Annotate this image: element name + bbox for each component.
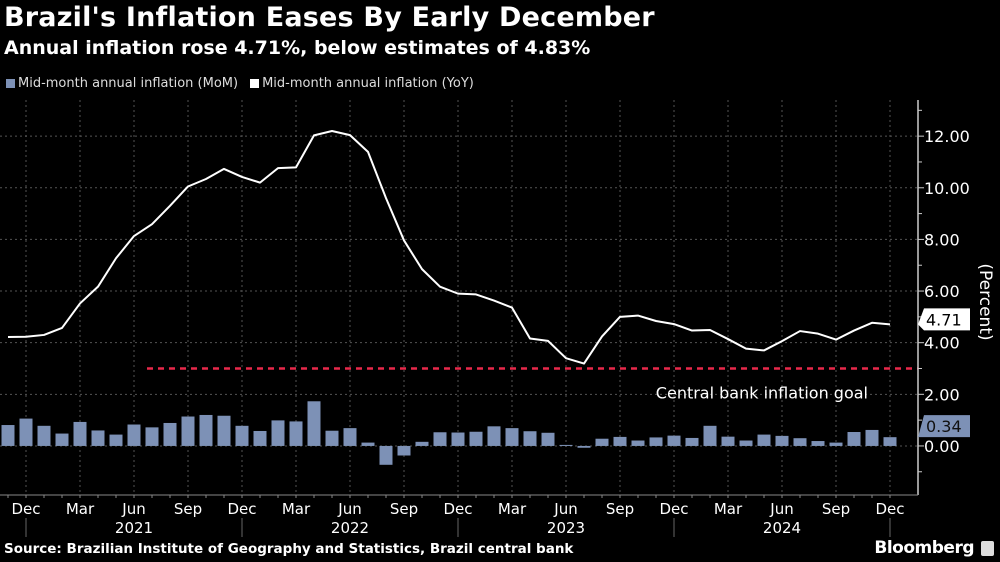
x-tick-label: Sep [606, 500, 634, 518]
bar-mom [37, 425, 51, 446]
legend-label-yoy: Mid-month annual inflation (YoY) [262, 76, 474, 91]
bloomberg-terminal-icon [981, 541, 994, 556]
x-tick-label: Dec [659, 500, 688, 518]
bar-mom [91, 430, 105, 446]
y-tick-label: 12.00 [924, 127, 970, 146]
bar-mom [505, 428, 519, 446]
bar-mom [667, 435, 681, 446]
x-tick-label: Jun [769, 500, 793, 518]
chart-title: Brazil's Inflation Eases By Early Decemb… [4, 2, 655, 33]
bar-mom [415, 441, 429, 446]
bar-mom [451, 432, 465, 446]
legend-item-mom: Mid-month annual inflation (MoM) [6, 76, 238, 91]
bar-mom [703, 425, 717, 446]
bar-mom [1, 425, 15, 446]
bar-mom [289, 421, 303, 446]
bloomberg-logo: Bloomberg [874, 538, 974, 558]
bar-mom [775, 435, 789, 446]
legend-swatch-yoy [250, 79, 260, 88]
bar-mom [433, 432, 447, 446]
x-tick-label: Dec [11, 500, 40, 518]
legend-item-yoy: Mid-month annual inflation (YoY) [250, 76, 474, 91]
y-tick-label: 4.00 [924, 334, 960, 353]
y-tick-label: 2.00 [924, 385, 960, 404]
line-yoy [7, 129, 891, 365]
x-tick-label: Mar [714, 500, 743, 518]
x-tick-label: Dec [443, 500, 472, 518]
bar-mom [109, 434, 123, 446]
y-tick-label: 0.00 [924, 437, 960, 456]
y-axis-label: (Percent) [975, 263, 995, 340]
bar-mom [847, 432, 861, 446]
bar-mom [235, 425, 249, 446]
x-tick-label: Mar [282, 500, 311, 518]
x-tick-label: Sep [822, 500, 850, 518]
x-tick-label: Sep [390, 500, 418, 518]
bar-mom [307, 401, 321, 446]
bar-mom [721, 436, 735, 446]
bar-mom [199, 414, 213, 446]
x-tick-label: Jun [337, 500, 361, 518]
bar-mom [865, 429, 879, 446]
x-tick-label: Mar [66, 500, 95, 518]
x-tick-label: Dec [875, 500, 904, 518]
bar-mom [325, 430, 339, 446]
bar-mom [631, 440, 645, 446]
inflation-goal-label: Central bank inflation goal [656, 383, 868, 402]
year-label: 2023 [547, 519, 585, 537]
bar-mom [163, 422, 177, 446]
chart-subtitle: Annual inflation rose 4.71%, below estim… [4, 37, 591, 59]
bar-mom [523, 431, 537, 446]
bar-mom [559, 444, 573, 446]
year-label: 2024 [763, 519, 801, 537]
bar-mom [253, 430, 267, 446]
last-value-tag-yoy: 4.71 [926, 310, 962, 329]
y-tick-label: 8.00 [924, 230, 960, 249]
bar-mom [685, 437, 699, 446]
bar-mom [577, 445, 591, 448]
bar-mom [595, 438, 609, 446]
y-tick-label: 6.00 [924, 282, 960, 301]
bar-mom [541, 432, 555, 446]
bar-mom [487, 426, 501, 446]
last-value-tag-mom: 0.34 [926, 417, 962, 436]
year-label: 2021 [115, 519, 153, 537]
bar-mom [55, 433, 69, 446]
bar-mom [217, 415, 231, 446]
bar-mom [757, 434, 771, 446]
bar-mom [181, 416, 195, 446]
bar-mom [73, 421, 87, 446]
bar-mom [19, 418, 33, 446]
x-tick-label: Mar [498, 500, 527, 518]
bar-mom [739, 440, 753, 446]
x-tick-label: Sep [174, 500, 202, 518]
bar-mom [793, 438, 807, 446]
last-value-tag-yoy-bg [918, 308, 970, 331]
bar-mom [613, 436, 627, 446]
bar-mom [469, 431, 483, 446]
bar-mom [649, 437, 663, 446]
bar-mom [883, 437, 897, 446]
legend: Mid-month annual inflation (MoM) Mid-mon… [6, 76, 474, 91]
x-tick-label: Dec [227, 500, 256, 518]
legend-swatch-mom [6, 79, 15, 88]
bar-mom [145, 427, 159, 446]
legend-label-mom: Mid-month annual inflation (MoM) [18, 76, 239, 91]
bar-mom [829, 442, 843, 446]
bar-mom [379, 445, 393, 465]
bar-mom [811, 441, 825, 446]
bar-mom [271, 420, 285, 446]
bar-mom [361, 442, 375, 446]
y-tick-label: 10.00 [924, 179, 970, 198]
bar-mom [127, 424, 141, 446]
bar-mom [397, 445, 411, 456]
source-note: Source: Brazilian Institute of Geography… [4, 541, 574, 557]
year-label: 2022 [331, 519, 369, 537]
last-value-tag-mom-bg [918, 415, 970, 438]
x-tick-label: Jun [121, 500, 145, 518]
bar-mom [343, 428, 357, 446]
x-tick-label: Jun [553, 500, 577, 518]
